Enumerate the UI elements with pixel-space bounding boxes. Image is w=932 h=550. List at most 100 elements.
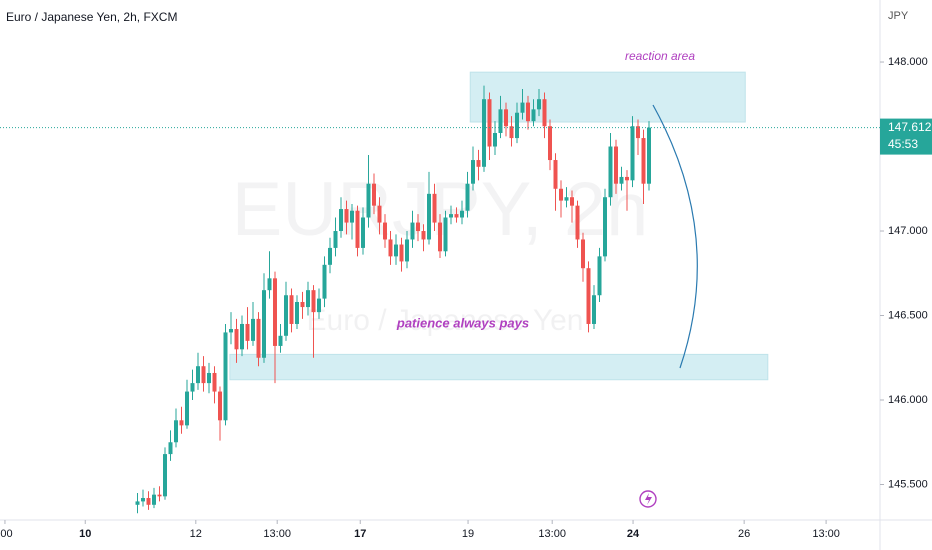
candle-body [157,494,162,497]
x-tick-label: :00 [0,528,13,540]
candle-body [366,183,371,218]
candle-body [592,295,596,324]
candle-body [278,335,283,346]
candle-body [174,420,178,443]
candle-body [300,301,305,308]
candle-body [355,210,360,248]
candle-body [251,318,255,341]
candle-body [339,209,343,232]
x-tick-label: 13:00 [263,528,291,540]
candle-body [559,188,563,201]
candle-body [531,109,536,122]
x-tick-label: 13:00 [538,528,566,540]
x-tick-label: 17 [354,528,366,540]
candle-body [515,112,519,139]
candle-body [471,160,475,184]
candle-body [509,126,514,139]
chart-title: Euro / Japanese Yen, 2h, FXCM [6,10,177,24]
candle-body [636,126,640,139]
candle-body [548,126,552,161]
candle-body [619,176,624,184]
zone [469,71,746,123]
candle-body [267,278,272,291]
candle-body [245,323,250,341]
arc-arrow [652,104,698,369]
y-tick-label: 146.000 [888,394,928,406]
candle-body [597,256,602,296]
candle-body [190,383,195,392]
candle-body [152,494,156,505]
candle-body [196,366,200,384]
candle-body [212,372,217,392]
candle-body [234,329,239,350]
candle-body [350,210,354,223]
candle-body [185,391,189,426]
candle-body [295,301,299,324]
y-tick-label: 148.000 [888,56,928,68]
candle-body [421,231,426,240]
candle-body [333,231,338,248]
candle-body [284,295,288,336]
candle-body [575,205,580,240]
x-tick-label: 10 [79,528,91,540]
candle-body [361,217,365,248]
candle-body [432,193,437,223]
candle-body [438,222,442,252]
candle-body [504,109,508,127]
candle-body [168,442,173,455]
candle-body [179,420,184,426]
candle-body [449,214,453,218]
candle-body [410,222,415,240]
candle-body [207,372,211,384]
candle-body [542,99,547,127]
candle-body [146,498,151,505]
candle-body [394,244,398,257]
candle-body [317,298,321,313]
candle-body [344,209,349,223]
alert-bolt [645,493,652,505]
zone-label: reaction area [625,49,695,63]
candle-body [229,329,233,333]
candle-body [498,109,503,133]
candle-body [218,391,222,421]
candle-body [372,183,376,206]
candle-body [647,127,651,184]
candle-body [443,217,448,252]
watermark-subtitle: Euro / Japanese Yen [307,304,584,337]
candle-body [493,132,497,147]
candle-body [482,99,486,167]
y-tick-label: 145.500 [888,478,928,490]
candle-body [328,247,332,265]
candle-body [526,102,530,122]
candle-body [141,498,145,502]
candle-body [570,197,574,206]
candle-body [240,323,244,350]
alert-icon [639,490,657,508]
candle-body [262,290,266,358]
candle-body [581,239,585,269]
candle-body [465,183,470,211]
candle-body [460,210,464,218]
candle-body [614,146,618,184]
candle-body [630,126,635,181]
candle-body [289,295,294,324]
y-unit: JPY [888,10,909,22]
candle-body [625,176,629,181]
candle-body [427,193,431,240]
candle-body [553,160,558,189]
candle-body [586,268,591,324]
candle-body [487,99,492,147]
countdown: 45:53 [888,137,918,151]
candle-body [608,146,613,198]
x-tick-label: 13:00 [812,528,840,540]
last-price-label: 147.612 [888,120,932,134]
candle-body [416,222,420,232]
candle-body [564,197,569,201]
y-tick-label: 147.000 [888,225,928,237]
x-tick-label: 12 [190,528,202,540]
candle-body [306,290,310,308]
x-tick-label: 26 [738,528,750,540]
candle-body [388,239,393,257]
candle-body [163,454,167,497]
